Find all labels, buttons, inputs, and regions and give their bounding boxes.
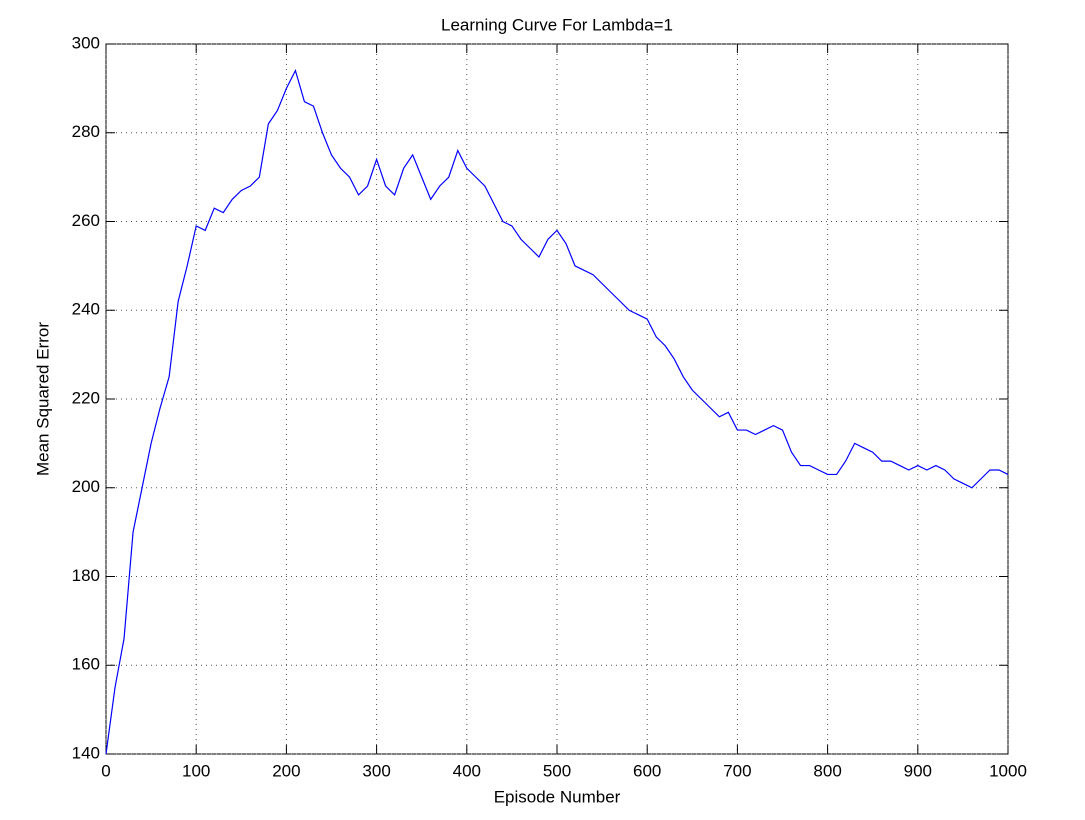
- y-tick-label: 160: [72, 655, 100, 674]
- x-tick-label: 800: [813, 761, 841, 780]
- y-tick-label: 260: [72, 211, 100, 230]
- line: [105, 68, 1009, 755]
- x-tick-label: 100: [182, 761, 210, 780]
- x-tick-label: 200: [272, 761, 300, 780]
- x-tick-label: 300: [362, 761, 390, 780]
- x-tick-label: 400: [453, 761, 481, 780]
- y-tick-label: 300: [72, 33, 100, 52]
- y-tick-label: 220: [72, 388, 100, 407]
- y-axis-label: Mean Squared Error: [33, 322, 52, 476]
- y-tick-label: 140: [72, 743, 100, 762]
- y-tick-label: 200: [72, 477, 100, 496]
- x-tick-label: 700: [723, 761, 751, 780]
- x-tick-label: 1000: [989, 761, 1027, 780]
- y-tick-label: 180: [72, 566, 100, 585]
- y-tick-label: 240: [72, 300, 100, 319]
- x-tick-label: 500: [543, 761, 571, 780]
- x-tick-label: 600: [633, 761, 661, 780]
- x-axis-label: Episode Number: [494, 787, 621, 806]
- x-tick-label: 0: [101, 761, 110, 780]
- y-tick-label: 280: [72, 122, 100, 141]
- chart-title: Learning Curve For Lambda=1: [441, 15, 673, 34]
- x-tick-label: 900: [904, 761, 932, 780]
